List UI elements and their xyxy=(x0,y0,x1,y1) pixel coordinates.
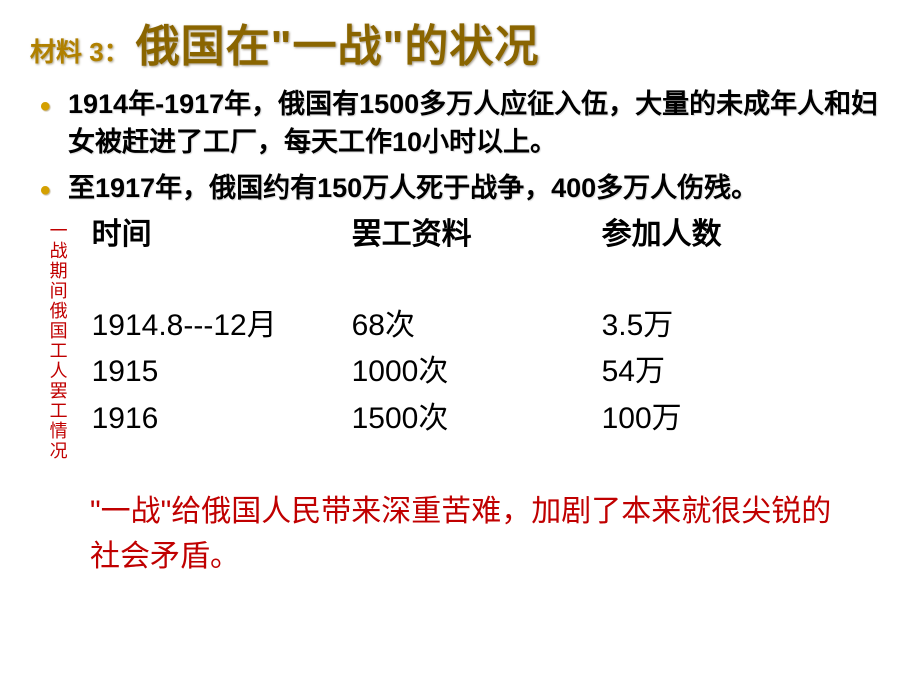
table-row: 1914.8---12月 68次 3.5万 xyxy=(92,306,880,347)
table-cell: 1915 xyxy=(92,352,352,393)
table-section: 一战期间俄国工人罢工情况 时间 罢工资料 参加人数 1914.8---12月 6… xyxy=(46,215,880,461)
table-header-row: 时间 罢工资料 参加人数 xyxy=(92,215,880,256)
table-header-cell: 参加人数 xyxy=(602,215,880,256)
material-label: 材料 3： xyxy=(30,32,130,69)
table-cell: 1500次 xyxy=(352,399,602,440)
table-cell: 54万 xyxy=(602,352,880,393)
table-caption-vertical: 一战期间俄国工人罢工情况 xyxy=(46,215,74,461)
page-title: 俄国在"一战"的状况 xyxy=(136,10,540,74)
table-row: 1916 1500次 100万 xyxy=(92,399,880,440)
table-cell: 1000次 xyxy=(352,352,602,393)
table-cell: 68次 xyxy=(352,306,602,347)
bullet-item: 1914年-1917年，俄国有1500多万人应征入伍，大量的未成年人和妇女被赶进… xyxy=(40,86,880,162)
conclusion-text: "一战"给俄国人民带来深重苦难，加剧了本来就很尖锐的社会矛盾。 xyxy=(90,489,860,579)
bullet-list: 1914年-1917年，俄国有1500多万人应征入伍，大量的未成年人和妇女被赶进… xyxy=(40,86,880,207)
table-row: 1915 1000次 54万 xyxy=(92,352,880,393)
title-row: 材料 3： 俄国在"一战"的状况 xyxy=(30,10,880,74)
table-header-cell: 罢工资料 xyxy=(352,215,602,256)
table-cell: 3.5万 xyxy=(602,306,880,347)
table-header-cell: 时间 xyxy=(92,215,352,256)
bullet-item: 至1917年，俄国约有150万人死于战争，400多万人伤残。 xyxy=(40,170,880,208)
data-table: 时间 罢工资料 参加人数 1914.8---12月 68次 3.5万 1915 … xyxy=(74,215,880,461)
table-cell: 100万 xyxy=(602,399,880,440)
table-cell: 1916 xyxy=(92,399,352,440)
table-cell: 1914.8---12月 xyxy=(92,306,352,347)
